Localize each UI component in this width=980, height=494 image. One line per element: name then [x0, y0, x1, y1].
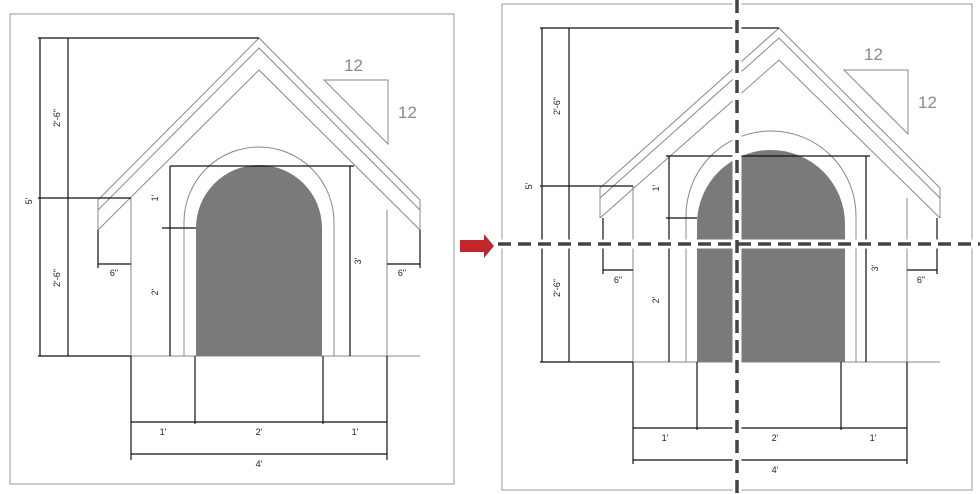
right-dim-side-left: 1' — [662, 433, 669, 443]
right-dim-door-height: 2' — [651, 296, 661, 303]
right-dim-arch-top: 1' — [651, 184, 661, 191]
right-slope-rise: 12 — [918, 93, 937, 112]
left-dimension-lines — [38, 37, 421, 460]
left-dim-upper-height: 2'-6" — [52, 109, 62, 127]
left-dim-lower-height: 2'-6" — [52, 269, 62, 287]
cut-lines — [498, 0, 980, 494]
right-dim-eave-right: 6" — [917, 275, 925, 285]
right-dim-upper-height: 2'-6" — [552, 97, 562, 115]
right-door — [697, 150, 845, 362]
right-slope-triangle — [842, 69, 909, 136]
left-door-frame — [183, 146, 335, 356]
right-dim-door-width: 2' — [772, 433, 779, 443]
left-slope-rise: 12 — [398, 103, 417, 122]
right-dim-total-width: 4' — [772, 465, 779, 475]
left-dim-side-right: 1' — [352, 427, 359, 437]
left-dim-side-left: 1' — [160, 427, 167, 437]
right-door-frame — [685, 130, 857, 362]
left-dim-door-height: 2' — [150, 288, 160, 295]
right-slope-run: 12 — [864, 45, 883, 64]
left-dim-total-width: 4' — [256, 459, 263, 469]
left-dim-eave-left: 6" — [110, 268, 118, 278]
left-panel: 12 12 5' 2'-6" 2'-6" 1' — [9, 13, 455, 485]
left-dim-arch-top: 1' — [150, 194, 160, 201]
right-panel: 12 12 5' 2'-6" 2'-6" 1' — [498, 0, 980, 494]
left-dim-total-height: 5' — [24, 197, 34, 204]
right-dim-opening-height: 3' — [870, 264, 880, 271]
right-dim-total-height: 5' — [524, 182, 534, 189]
right-dim-lower-height: 2'-6" — [552, 279, 562, 297]
left-dim-opening-height: 3' — [353, 257, 363, 264]
left-slope-run: 12 — [344, 56, 363, 75]
right-dim-eave-left: 6" — [614, 275, 622, 285]
arrow-icon — [460, 234, 494, 258]
left-dim-eave-right: 6" — [398, 268, 406, 278]
right-dim-side-right: 1' — [870, 433, 877, 443]
left-door — [196, 165, 322, 356]
left-dim-door-width: 2' — [256, 427, 263, 437]
left-slope-triangle — [322, 79, 389, 146]
